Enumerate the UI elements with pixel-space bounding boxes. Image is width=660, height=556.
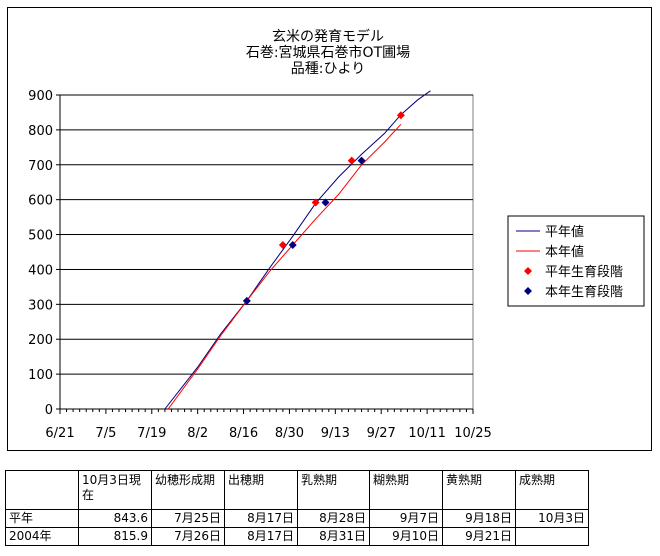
table-header-cell: 乳熟期 <box>297 470 370 510</box>
chart-title-line-1: 玄米の発育モデル <box>272 28 384 45</box>
table-cell: 9月18日 <box>442 509 516 528</box>
x-tick-label: 9/27 <box>367 426 396 441</box>
x-tick-label: 10/25 <box>454 426 491 441</box>
y-tick-label: 0 <box>45 403 53 418</box>
legend-label: 本年値 <box>545 244 584 260</box>
x-tick-label: 8/16 <box>229 426 258 441</box>
table-cell: 9月21日 <box>442 527 516 546</box>
table-header-cell: 10月3日現在 <box>78 470 152 510</box>
table-cell: 7月26日 <box>151 527 225 546</box>
chart-frame: 玄米の発育モデル 石巻:宮城県石巻市OT圃場 品種:ひより 0 100 200 300… <box>7 7 652 451</box>
plot-area <box>59 94 474 410</box>
x-tick-label: 7/19 <box>137 426 166 441</box>
legend-label: 本年生育段階 <box>545 284 623 300</box>
table-header-cell: 幼穂形成期 <box>151 470 225 510</box>
legend-label: 平年値 <box>545 224 584 240</box>
table-cell: 8月17日 <box>224 509 298 528</box>
axis-layer: 0 100 200 300 400 500 600 700 800 900 6/21 7/5 7/19 8… <box>28 89 492 441</box>
chart-title-line-3: 品種:ひより <box>291 61 365 77</box>
legend-marker-swatch <box>524 267 532 275</box>
table-row-2004: 2004年 815.9 7月26日 8月17日 8月31日 9月10日 9月21… <box>5 527 589 546</box>
stage-table-wrap: 10月3日現在 幼穂形成期 出穂期 乳熟期 糊熟期 黄熟期 成熟期 平年 843… <box>5 470 589 546</box>
table-header-cell: 黄熟期 <box>442 470 516 510</box>
y-tick-label: 500 <box>28 229 53 244</box>
table-header-row: 10月3日現在 幼穂形成期 出穂期 乳熟期 糊熟期 黄熟期 成熟期 <box>5 470 589 510</box>
y-tick-label: 700 <box>28 159 53 174</box>
stage-marker <box>396 111 405 120</box>
y-tick-label: 200 <box>28 333 53 348</box>
y-tick-label: 800 <box>28 124 53 139</box>
stage-marker <box>242 296 251 305</box>
x-tick-label: 10/11 <box>408 426 445 441</box>
y-tick-label: 400 <box>28 263 53 278</box>
table-header-cell: 成熟期 <box>515 470 589 510</box>
table-cell: 7月25日 <box>151 509 225 528</box>
table-cell: 8月17日 <box>224 527 298 546</box>
table-header-cell: 出穂期 <box>224 470 298 510</box>
stage-marker <box>357 156 366 165</box>
grid-layer <box>60 94 473 375</box>
x-tick-label: 6/21 <box>45 426 74 441</box>
table-header-cell <box>5 470 79 510</box>
table-header-cell: 糊熟期 <box>369 470 443 510</box>
legend-marker-swatch <box>524 287 532 295</box>
y-tick-label: 900 <box>28 89 53 104</box>
table-row-normal: 平年 843.6 7月25日 8月17日 8月28日 9月7日 9月18日 10… <box>5 509 589 528</box>
series-layer <box>164 90 431 410</box>
x-tick-label: 7/5 <box>95 426 116 441</box>
stage-table: 10月3日現在 幼穂形成期 出穂期 乳熟期 糊熟期 黄熟期 成熟期 平年 843… <box>5 470 589 546</box>
table-cell: 843.6 <box>78 509 152 528</box>
stage-marker <box>288 241 297 250</box>
chart-title-line-2: 石巻:宮城県石巻市OT圃場 <box>246 44 410 61</box>
row-label: 2004年 <box>5 527 79 546</box>
table-cell: 8月31日 <box>297 527 370 546</box>
table-cell: 8月28日 <box>297 509 370 528</box>
stage-marker <box>347 156 356 165</box>
chart-svg: 玄米の発育モデル 石巻:宮城県石巻市OT圃場 品種:ひより 0 100 200 300… <box>28 28 645 441</box>
x-tick-label: 9/13 <box>321 426 350 441</box>
y-tick-label: 300 <box>28 298 53 313</box>
table-cell: 10月3日 <box>515 509 589 528</box>
table-cell <box>515 527 589 546</box>
y-tick-label: 600 <box>28 194 53 209</box>
stage-marker <box>278 241 287 250</box>
x-tick-label: 8/2 <box>187 426 208 441</box>
row-label: 平年 <box>5 509 79 528</box>
table-cell: 9月10日 <box>369 527 443 546</box>
x-tick-label: 8/30 <box>275 426 304 441</box>
table-cell: 815.9 <box>78 527 152 546</box>
table-cell: 9月7日 <box>369 509 443 528</box>
stage-marker <box>321 198 330 207</box>
y-tick-label: 100 <box>28 368 53 383</box>
legend-label: 平年生育段階 <box>545 264 623 280</box>
stage-marker <box>311 198 320 207</box>
